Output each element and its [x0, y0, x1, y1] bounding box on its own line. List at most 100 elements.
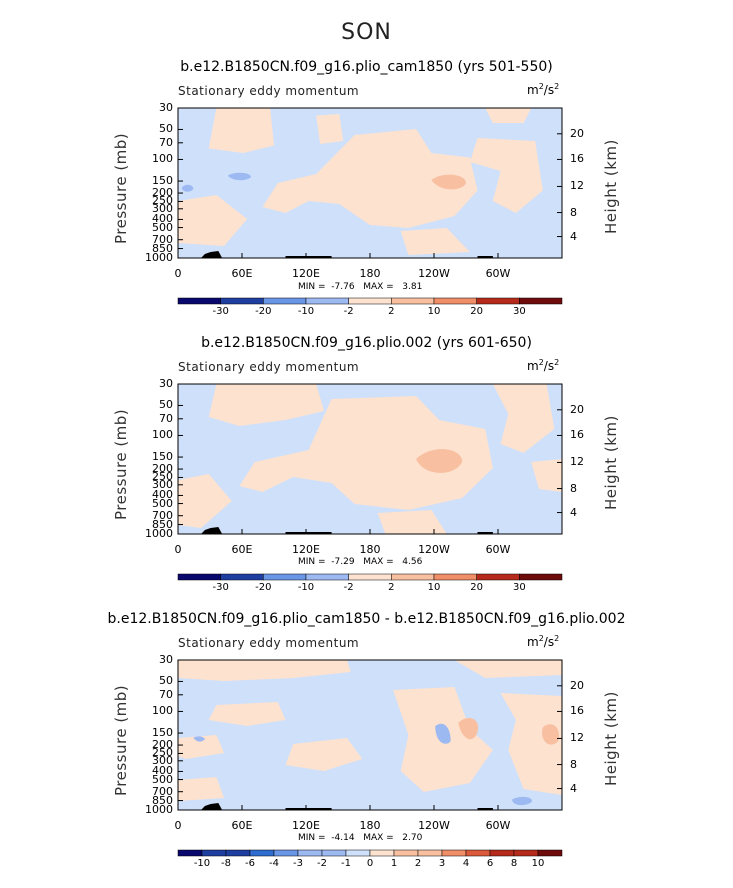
panel-1-ytick-label: 300: [152, 201, 173, 215]
panel-3-ytick-label: 150: [152, 726, 173, 740]
panel-2-ytick-label: 1000: [145, 527, 173, 540]
panel-3-colorbar-box: [537, 849, 563, 857]
panel-3-ytick-label: 100: [152, 704, 173, 718]
panel-2-ytick-label: 250: [152, 470, 173, 484]
panel-1-y2tick-label: 4: [570, 229, 577, 243]
panel-1-terrain: [285, 256, 332, 258]
panel-1-ytick-label: 200: [152, 186, 173, 200]
panel-3-contour-region: [285, 738, 363, 771]
panel-2-terrain: [201, 527, 223, 534]
panel-2-xtick-label: 60W: [485, 543, 511, 556]
panel-1-ytick-label: 30: [159, 101, 173, 114]
panel-1-terrain: [477, 256, 493, 258]
panel-2-ytick-label: 850: [152, 517, 173, 531]
panel-2-ytick-label: 200: [152, 462, 173, 476]
panel-3-contour-region: [542, 724, 559, 745]
panel-3-contour-region: [178, 735, 225, 759]
panel-2-colorbar: [177, 573, 563, 581]
panel-2-field-contours: [178, 384, 562, 534]
panel-2-colorbar-label: -20: [255, 582, 272, 593]
panel-1-xtick-label: 0: [174, 267, 182, 280]
panel-2-colorbar-label: 10: [427, 582, 441, 593]
panel-1-ytick-label: 70: [159, 135, 173, 149]
panel-3-ytick-label: 400: [152, 764, 173, 778]
panel-1-colorbar-label: 2: [388, 306, 395, 317]
panel-3-variable-label: Stationary eddy momentum: [178, 636, 360, 650]
panel-1-colorbar-label: -2: [343, 306, 354, 317]
panel-3-ytick-label: 30: [159, 653, 173, 666]
panel-2-colorbar-label: -2: [343, 582, 354, 593]
panel-1-xtick-label: 120E: [292, 267, 320, 280]
panel-3-colorbar-box: [489, 849, 515, 857]
panel-1-y2tick-label: 20: [570, 126, 584, 140]
panel-3-colorbar-box: [465, 849, 491, 857]
panel-2-xtick-label: 0: [174, 543, 182, 556]
panel-3-xtick-label: 60E: [231, 819, 253, 832]
panel-3-xtick-label: 180: [359, 819, 381, 832]
panel-1-contour-region: [431, 174, 466, 190]
panel-3-contour-region: [500, 693, 562, 795]
panel-2-minmax: MIN = -7.29 MAX = 4.56: [298, 557, 423, 567]
panel-1-contour-region: [469, 138, 543, 213]
panel-1-ytick-label: 850: [152, 241, 173, 255]
panel-2-colorbar-box: [433, 573, 477, 581]
panel-3-colorbar-label: 2: [414, 858, 422, 869]
panel-1-ytick-label: 700: [152, 232, 173, 246]
panel-1-contour-region: [178, 195, 248, 246]
panel-3-xtick-label: 60W: [485, 819, 511, 832]
panel-1-contour-region: [227, 172, 251, 181]
panel-3-colorbar-label: -3: [293, 858, 303, 869]
panel-3-colorbar-label: 4: [462, 858, 470, 869]
panel-3-field-contours: [178, 660, 562, 806]
panel-2-y2tick-label: 20: [570, 402, 584, 416]
panel-1-colorbar: [177, 297, 563, 305]
panel-3-ytick-label: 50: [159, 674, 173, 688]
panel-3-terrain: [201, 803, 223, 810]
panel-1-contour-region: [400, 228, 470, 255]
panel-1-contour-region: [262, 129, 478, 228]
panel-3-y2tick-label: 8: [570, 757, 577, 771]
panel-2-contour-region: [178, 474, 232, 528]
panel-1-minmax: MIN = -7.76 MAX = 3.81: [298, 282, 423, 292]
panel-3-colorbar-label: 0: [366, 858, 374, 869]
panel-3-colorbar-label: -2: [317, 858, 327, 869]
panel-3-colorbar-label: 6: [486, 858, 494, 869]
panel-1-colorbar-box: [391, 297, 435, 305]
panel-2-title: b.e12.B1850CN.f09_g16.plio.002 (yrs 601-…: [201, 335, 532, 351]
panel-1-colorbar-label: -30: [212, 306, 229, 317]
panel-3-colorbar-label: -8: [221, 858, 231, 869]
panel-3-colorbar-box: [177, 849, 203, 857]
panel-3-ytick-label: 300: [152, 753, 173, 767]
panel-3-colorbar-box: [417, 849, 443, 857]
panel-2-colorbar-box: [177, 573, 221, 581]
panel-3-colorbar: [177, 849, 563, 857]
panel-1-colorbar-box: [220, 297, 264, 305]
panel-3-colorbar-box: [393, 849, 419, 857]
panel-1-y2tick-label: 16: [570, 152, 584, 166]
panel-1-contour-region: [485, 108, 532, 123]
panel-3-colorbar-box: [225, 849, 251, 857]
panel-2-colorbar-label: 30: [512, 582, 526, 593]
panel-3-colorbar-box: [369, 849, 395, 857]
panel-3-y2tick-label: 20: [570, 678, 584, 692]
panel-3-ytick-label: 1000: [145, 803, 173, 816]
panel-2-colorbar-box: [519, 573, 563, 581]
panel-2-contour-region: [208, 384, 324, 426]
panel-1-contour-region: [181, 184, 194, 192]
panel-1-colorbar-box: [177, 297, 221, 305]
panel-3-contour-region: [178, 660, 351, 681]
panel-1-y2tick-label: 8: [570, 205, 577, 219]
panel-2-xtick-label: 180: [359, 543, 381, 556]
panel-1-ytick-label: 500: [152, 220, 173, 234]
panel-3-plot: [177, 659, 563, 811]
panel-1-colorbar-box: [305, 297, 349, 305]
panel-1-colorbar-box: [348, 297, 392, 305]
panel-2-contour-region: [531, 459, 562, 492]
panel-3-y2tick-label: 16: [570, 704, 584, 718]
panel-2-ytick-label: 30: [159, 377, 173, 390]
panel-3-contour-region: [208, 702, 286, 726]
panel-3-minmax: MIN = -4.14 MAX = 2.70: [298, 833, 423, 843]
panel-1-ytick-label: 50: [159, 122, 173, 136]
panel-2-contour-region: [377, 510, 447, 534]
panel-3-units: m2/s2: [527, 634, 560, 649]
